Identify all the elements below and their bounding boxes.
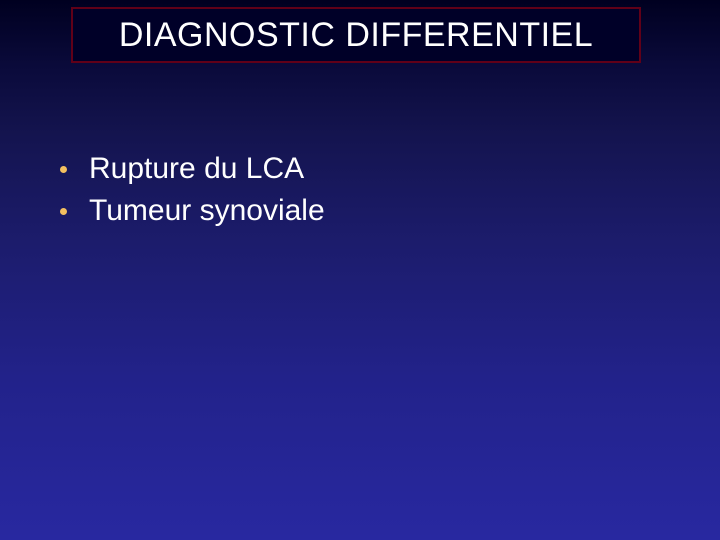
bullet-list: Rupture du LCA Tumeur synoviale <box>60 152 325 236</box>
list-item: Rupture du LCA <box>60 152 325 186</box>
bullet-text: Tumeur synoviale <box>89 194 325 228</box>
bullet-icon <box>60 166 67 173</box>
bullet-text: Rupture du LCA <box>89 152 304 186</box>
title-box: DIAGNOSTIC DIFFERENTIEL <box>71 7 641 63</box>
slide-title: DIAGNOSTIC DIFFERENTIEL <box>119 16 593 55</box>
bullet-icon <box>60 208 67 215</box>
list-item: Tumeur synoviale <box>60 194 325 228</box>
